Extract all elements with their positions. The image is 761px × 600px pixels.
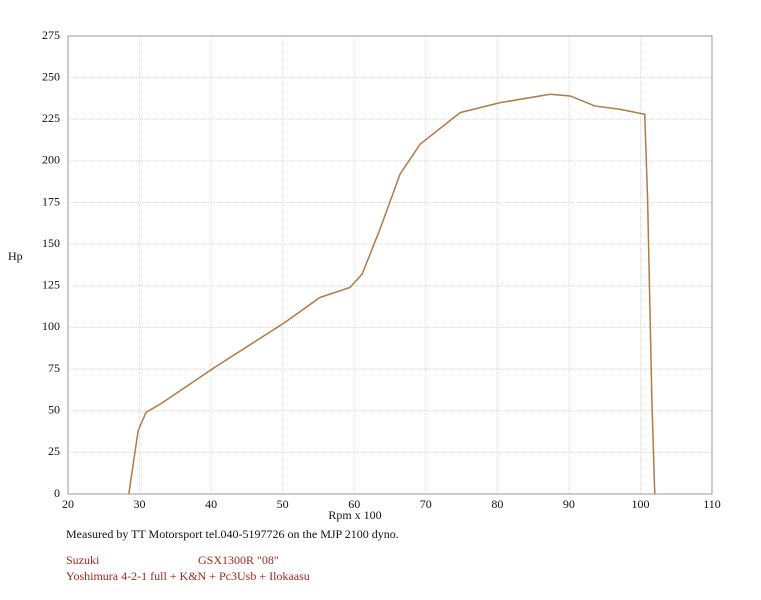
y-tick-label: 50 — [48, 402, 60, 416]
y-tick-label: 75 — [48, 361, 60, 375]
y-tick-label: 25 — [48, 444, 60, 458]
x-tick-label: 40 — [205, 497, 217, 511]
x-tick-label: 90 — [563, 497, 575, 511]
plot-frame — [67, 35, 713, 495]
y-tick-label: 150 — [42, 236, 60, 250]
y-tick-label: 225 — [42, 111, 60, 125]
x-axis-label: Rpm x 100 — [328, 508, 381, 522]
x-tick-label: 30 — [134, 497, 146, 511]
caption: Measured by TT Motorsport tel.040-519772… — [66, 527, 399, 541]
y-tick-label: 275 — [42, 28, 60, 42]
x-tick-label: 60 — [348, 497, 360, 511]
x-tick-label: 50 — [277, 497, 289, 511]
setup: Yoshimura 4-2-1 full + K&N + Pc3Usb + Il… — [66, 569, 310, 583]
y-tick-label: 250 — [42, 69, 60, 83]
y-axis-label: Hp — [8, 249, 23, 263]
x-tick-label: 80 — [491, 497, 503, 511]
x-tick-label: 20 — [62, 497, 74, 511]
model: GSX1300R "08" — [198, 553, 279, 567]
power-curve — [128, 93, 656, 495]
y-tick-label: 100 — [42, 319, 60, 333]
x-tick-label: 100 — [631, 497, 649, 511]
y-tick-label: 125 — [42, 278, 60, 292]
y-tick-label: 0 — [54, 486, 60, 500]
y-tick-label: 200 — [42, 153, 60, 167]
y-tick-label: 175 — [42, 194, 60, 208]
make: Suzuki — [66, 553, 100, 567]
x-tick-label: 110 — [703, 497, 721, 511]
x-tick-label: 70 — [420, 497, 432, 511]
